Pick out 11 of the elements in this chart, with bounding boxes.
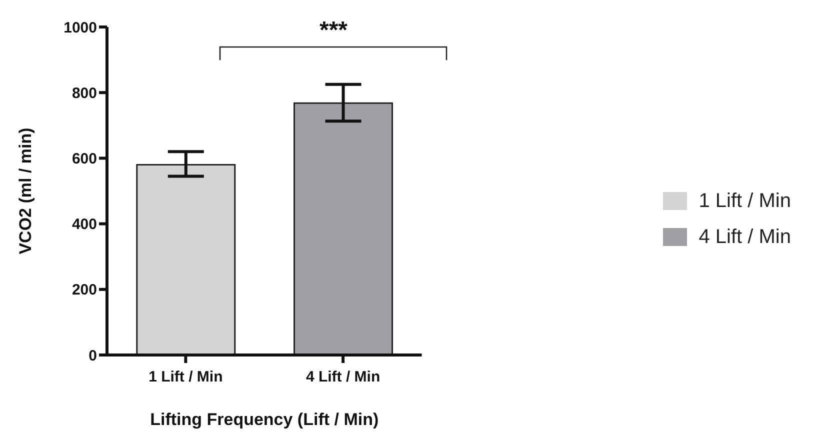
y-tick-label: 800 xyxy=(72,84,97,102)
y-tick-label: 1000 xyxy=(64,19,97,36)
annotation: *** xyxy=(318,16,349,45)
y-tick-label: 600 xyxy=(72,150,97,168)
x-axis-title: Lifting Frequency (Lift / Min) xyxy=(150,410,379,429)
y-tick-label: 400 xyxy=(72,216,97,234)
legend-label: 1 Lift / Min xyxy=(698,190,791,212)
y-tick-label: 0 xyxy=(88,347,97,364)
y-axis-title: VCO2 (ml / min) xyxy=(16,128,36,254)
legend-label: 4 Lift / Min xyxy=(698,226,791,248)
y-tick-label: 200 xyxy=(72,282,97,299)
